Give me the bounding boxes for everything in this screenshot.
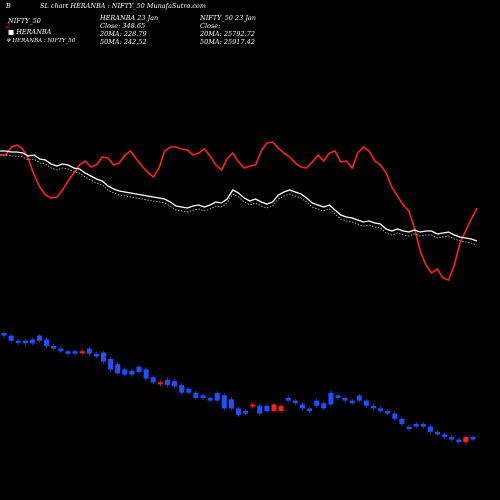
candle-body <box>193 392 199 398</box>
candle-body <box>129 370 135 375</box>
candle-body <box>228 399 234 409</box>
candle-body <box>236 408 241 415</box>
candle-body <box>221 395 227 409</box>
candle-body <box>29 339 35 344</box>
candle-body <box>363 400 369 406</box>
info-right-close: Close: <box>200 22 221 30</box>
candle-body <box>214 392 220 401</box>
candle-body <box>314 400 320 406</box>
info-left-heading: HERANBA 23 Jan <box>100 14 159 22</box>
candle-body <box>292 400 298 404</box>
candle-body <box>307 408 313 411</box>
candle-body <box>392 413 398 419</box>
candle-body <box>115 364 121 374</box>
candle-body <box>143 369 149 379</box>
legend-square-icon: ■ <box>8 28 17 36</box>
info-right-50ma: 50MA: 25917.42 <box>200 38 255 46</box>
candle-body <box>335 395 341 398</box>
candle-body <box>342 398 348 401</box>
candle-body <box>207 398 213 401</box>
chart-title: SL chart HERANBA : NIFTY_50 MunafaSutra.… <box>40 2 206 10</box>
candle-body <box>278 405 284 411</box>
candle-body <box>328 392 334 405</box>
info-left-20ma: 20MA: 228.79 <box>100 30 147 38</box>
candle-body <box>406 426 412 430</box>
corner-label: B <box>6 2 11 10</box>
candle-body <box>271 404 277 411</box>
nifty-ratio-ma-line <box>0 154 478 246</box>
candle-body <box>442 434 448 437</box>
candle-body <box>8 335 14 341</box>
candle-body <box>65 351 71 354</box>
candle-body <box>427 426 433 432</box>
candle-body <box>413 424 419 427</box>
candle-body <box>463 437 469 443</box>
candle-body <box>399 418 405 424</box>
candle-body <box>470 437 476 440</box>
candle-body <box>72 351 78 354</box>
nifty-ratio-line <box>0 150 478 242</box>
candle-body <box>51 346 57 349</box>
candle-body <box>172 381 177 387</box>
legend-primary: ■ HERANBA <box>8 28 52 36</box>
candle-body <box>179 385 185 393</box>
candle-body <box>356 395 362 401</box>
info-right-20ma: 20MA: 25792.72 <box>200 30 255 38</box>
candle-body <box>122 369 128 375</box>
info-right-heading: NIFTY_50 23 Jan <box>200 14 256 22</box>
candle-body <box>136 366 142 372</box>
candle-body <box>15 340 21 343</box>
candle-body <box>250 404 256 407</box>
candle-body <box>108 359 114 370</box>
candle-body <box>1 333 7 336</box>
candle-body <box>58 348 64 352</box>
candle-body <box>93 353 99 357</box>
info-left-50ma: 50MA: 242.52 <box>100 38 147 46</box>
candle-body <box>86 348 92 354</box>
heranba-price-line <box>0 141 478 282</box>
candle-body <box>164 379 170 385</box>
candle-body <box>22 340 28 344</box>
candle-body <box>200 395 206 398</box>
candle-body <box>157 382 163 385</box>
candle-body <box>385 411 391 414</box>
candle-body <box>371 405 376 409</box>
legend-ratio: ✲ HERANBA : NIFTY_50 <box>6 38 76 44</box>
candle-body <box>186 388 192 393</box>
candle-body <box>300 404 305 409</box>
legend-swirl-icon: ✲ <box>6 38 13 44</box>
candle-body <box>37 335 42 341</box>
legend-ratio-symbol: NIFTY_50 <box>8 17 41 25</box>
candle-body <box>456 439 462 443</box>
candle-body <box>435 431 440 435</box>
candle-body <box>449 437 455 440</box>
candle-body <box>378 408 384 411</box>
candle-body <box>44 339 50 346</box>
candle-body <box>349 400 355 404</box>
candle-body <box>420 424 426 427</box>
info-left-close: Close: 348.65 <box>100 22 146 30</box>
candle-body <box>264 405 270 411</box>
candle-body <box>257 405 263 414</box>
candle-body <box>285 398 291 401</box>
candle-body <box>150 377 156 383</box>
candle-body <box>243 411 249 414</box>
legend-ratio-value: 2 <box>6 22 11 30</box>
candle-body <box>101 352 106 362</box>
candle-body <box>321 403 327 409</box>
candle-body <box>79 351 85 354</box>
